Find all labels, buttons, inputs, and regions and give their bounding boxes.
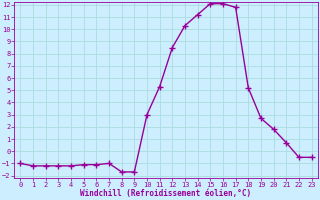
X-axis label: Windchill (Refroidissement éolien,°C): Windchill (Refroidissement éolien,°C)	[80, 189, 252, 198]
